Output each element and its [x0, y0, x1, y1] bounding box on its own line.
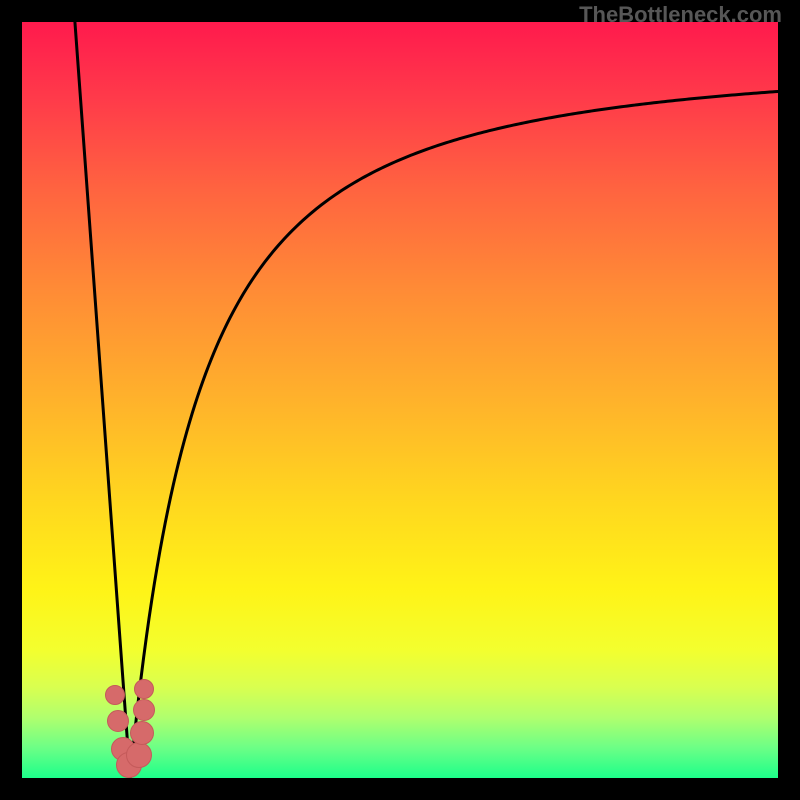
data-point-marker: [105, 685, 125, 705]
bottleneck-curve: [22, 22, 778, 778]
data-point-marker: [107, 710, 129, 732]
watermark-text: TheBottleneck.com: [579, 2, 782, 28]
data-point-marker: [126, 742, 152, 768]
data-point-marker: [130, 721, 154, 745]
data-point-marker: [133, 699, 155, 721]
curve-right-branch: [130, 91, 778, 778]
data-point-marker: [134, 679, 154, 699]
curve-left-branch: [75, 22, 130, 778]
plot-area: [22, 22, 778, 778]
